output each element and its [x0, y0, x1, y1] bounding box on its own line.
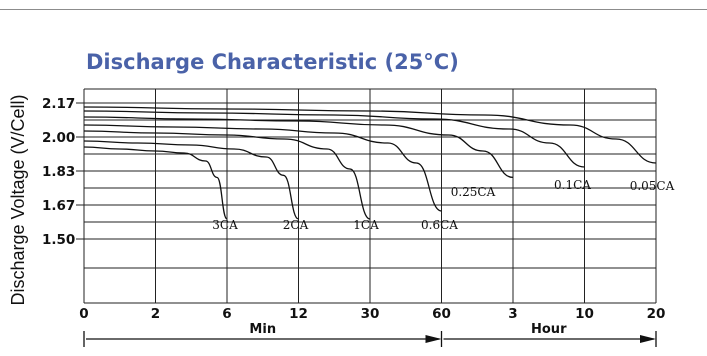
y-tick-label: 2.17: [42, 96, 75, 112]
curve-label: 1CA: [353, 218, 379, 232]
y-tick-label: 2.00: [42, 130, 75, 146]
axis-ticks: 2.17 2.00 1.83 1.67 1.50 0 2 6 12 30 60 3 10 20: [42, 96, 665, 322]
y-tick-label: 1.83: [42, 164, 75, 180]
x-tick-label: 3: [508, 306, 517, 322]
discharge-curve: [83, 116, 514, 179]
discharge-curve: [83, 106, 657, 164]
curves: [83, 106, 657, 220]
y-tick-label: 1.67: [42, 198, 75, 214]
discharge-curve: [83, 140, 300, 220]
curve-label: 0.05CA: [630, 179, 675, 193]
grid: [83, 88, 657, 304]
chart-title: Discharge Characteristic (25°C): [86, 50, 459, 74]
unit-label: Hour: [531, 322, 567, 337]
curve-label: 0.1CA: [554, 178, 591, 192]
discharge-curve: [83, 130, 371, 220]
top-divider: [0, 9, 707, 10]
unit-span-arrow: [640, 335, 656, 343]
x-tick-label: 60: [432, 306, 451, 322]
unit-span-arrow: [425, 335, 442, 343]
y-axis-label: Discharge Voltage (V/Cell): [8, 94, 28, 305]
x-tick-label: 0: [79, 306, 88, 322]
discharge-curve: [83, 124, 442, 212]
discharge-curve: [83, 110, 585, 168]
x-tick-label: 2: [151, 306, 160, 322]
curve-label: 2CA: [283, 218, 309, 232]
x-tick-label: 6: [222, 306, 231, 322]
y-tick-label: 1.50: [42, 232, 75, 248]
x-tick-label: 12: [289, 306, 308, 322]
unit-label: Min: [249, 322, 276, 337]
x-tick-label: 20: [647, 306, 666, 322]
curve-label: 0.6CA: [421, 218, 458, 232]
curve-label: 3CA: [212, 218, 238, 232]
curve-labels: 3CA 2CA 1CA 0.6CA 0.25CA 0.1CA 0.05CA: [212, 178, 674, 232]
curve-label: 0.25CA: [451, 185, 496, 199]
x-tick-label: 30: [361, 306, 380, 322]
x-tick-label: 10: [575, 306, 594, 322]
discharge-curve: [83, 146, 228, 220]
time-unit-axis: Min Hour: [83, 322, 657, 347]
